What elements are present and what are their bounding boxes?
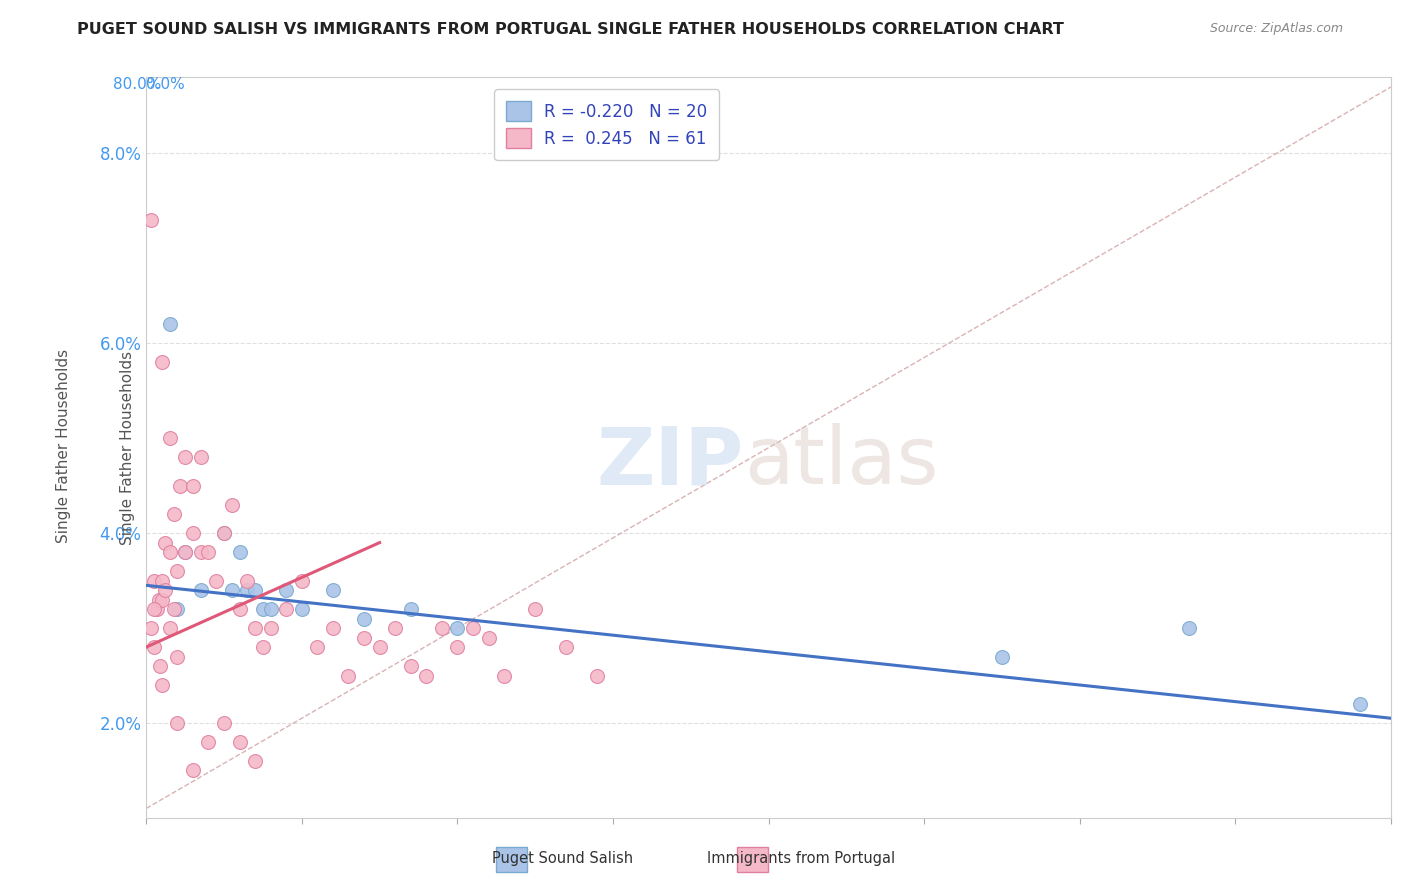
Point	[260, 602, 283, 616]
Point	[150, 574, 173, 588]
Point	[212, 526, 235, 541]
Point	[322, 583, 344, 598]
Point	[163, 507, 186, 521]
Point	[555, 640, 578, 654]
Point	[221, 583, 243, 598]
Point	[322, 621, 344, 635]
Point	[252, 602, 274, 616]
Point	[150, 678, 173, 692]
Point	[159, 545, 181, 559]
Point	[252, 640, 274, 654]
Text: ZIP: ZIP	[596, 424, 744, 501]
Point	[181, 526, 204, 541]
Point	[190, 450, 212, 465]
Point	[149, 659, 172, 673]
Point	[174, 545, 197, 559]
Point	[228, 602, 250, 616]
Point	[991, 649, 1014, 664]
Point	[430, 621, 453, 635]
Point	[236, 574, 259, 588]
Point	[181, 764, 204, 778]
Point	[166, 564, 188, 578]
Point	[399, 659, 422, 673]
Point	[399, 602, 422, 616]
Text: 0.0%: 0.0%	[146, 78, 186, 93]
Point	[524, 602, 547, 616]
Point	[228, 735, 250, 749]
Point	[243, 754, 266, 768]
Point	[205, 574, 228, 588]
Point	[243, 583, 266, 598]
Point	[159, 431, 181, 445]
Point	[166, 716, 188, 731]
Point	[461, 621, 484, 635]
Point	[143, 602, 166, 616]
Text: 80.0%: 80.0%	[114, 78, 162, 93]
Point	[153, 583, 176, 598]
Point	[139, 621, 162, 635]
Point	[415, 668, 437, 682]
Point	[291, 574, 314, 588]
Point	[143, 640, 166, 654]
Text: PUGET SOUND SALISH VS IMMIGRANTS FROM PORTUGAL SINGLE FATHER HOUSEHOLDS CORRELAT: PUGET SOUND SALISH VS IMMIGRANTS FROM PO…	[77, 22, 1064, 37]
Point	[148, 592, 170, 607]
Point	[586, 668, 609, 682]
Point	[174, 545, 197, 559]
Point	[166, 602, 188, 616]
Point	[353, 631, 375, 645]
Point	[1348, 697, 1371, 711]
Point	[146, 602, 169, 616]
Point	[174, 450, 197, 465]
Point	[236, 583, 259, 598]
Point	[494, 668, 516, 682]
Point	[163, 602, 186, 616]
Point	[276, 602, 298, 616]
Point	[150, 355, 173, 369]
Point	[243, 621, 266, 635]
Point	[143, 574, 166, 588]
Point	[353, 611, 375, 625]
Point	[1177, 621, 1199, 635]
Point	[446, 640, 468, 654]
Point	[228, 545, 250, 559]
Point	[159, 318, 181, 332]
Point	[260, 621, 283, 635]
Text: atlas: atlas	[744, 424, 938, 501]
Point	[291, 602, 314, 616]
Point	[221, 498, 243, 512]
Text: Puget Sound Salish: Puget Sound Salish	[492, 851, 633, 865]
Point	[139, 212, 162, 227]
Text: Immigrants from Portugal: Immigrants from Portugal	[707, 851, 896, 865]
Point	[368, 640, 391, 654]
Point	[150, 592, 173, 607]
Point	[190, 545, 212, 559]
Point	[276, 583, 298, 598]
Legend: R = -0.220   N = 20, R =  0.245   N = 61: R = -0.220 N = 20, R = 0.245 N = 61	[495, 89, 720, 161]
Point	[159, 621, 181, 635]
Text: Source: ZipAtlas.com: Source: ZipAtlas.com	[1209, 22, 1343, 36]
Point	[384, 621, 406, 635]
Bar	[496, 847, 527, 872]
Point	[446, 621, 468, 635]
Point	[169, 478, 191, 492]
Text: Single Father Households: Single Father Households	[56, 349, 70, 543]
Point	[181, 478, 204, 492]
Point	[307, 640, 329, 654]
Point	[166, 649, 188, 664]
Point	[190, 583, 212, 598]
Bar	[737, 847, 768, 872]
Point	[197, 545, 219, 559]
Point	[212, 526, 235, 541]
Point	[337, 668, 360, 682]
Point	[477, 631, 499, 645]
Point	[197, 735, 219, 749]
Point	[212, 716, 235, 731]
Y-axis label: Single Father Households: Single Father Households	[120, 351, 135, 545]
Point	[153, 535, 176, 549]
